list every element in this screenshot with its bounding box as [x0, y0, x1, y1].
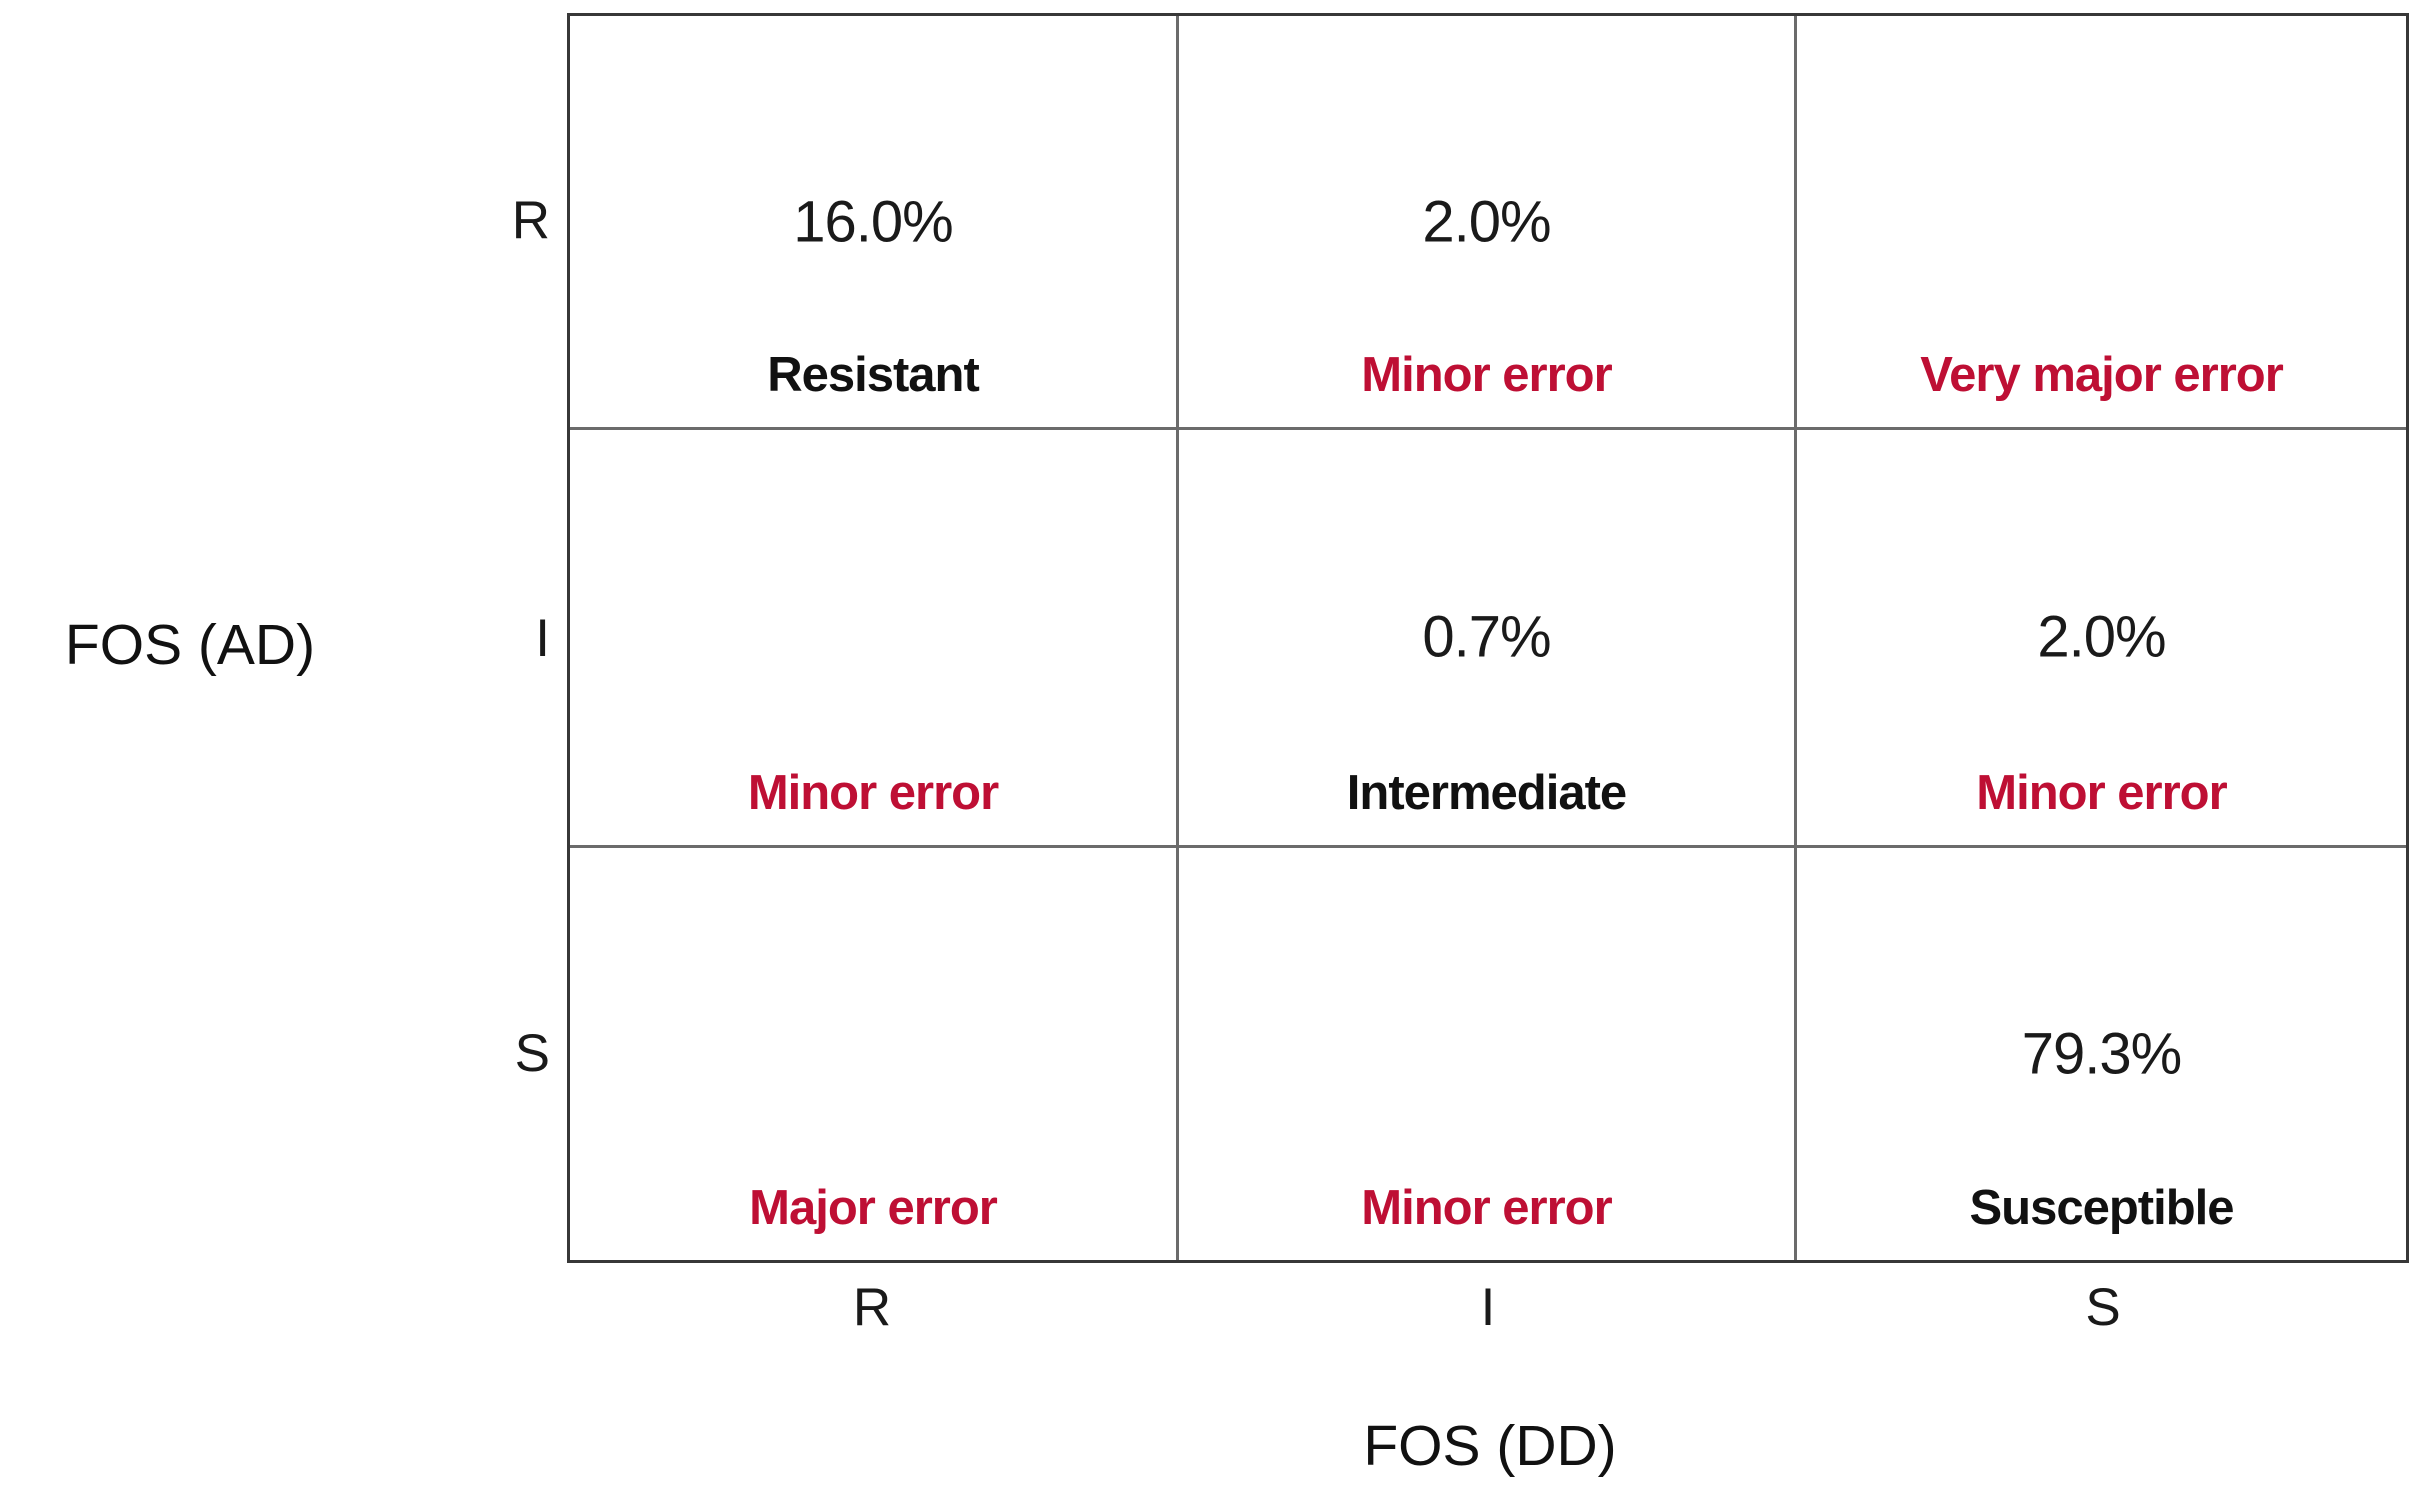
y-tick-R: R: [511, 191, 550, 250]
cell-label: Intermediate: [1346, 765, 1627, 820]
cell-value: 79.3%: [2021, 1021, 2182, 1087]
matrix-cell-ad-R-dd-S: Very major error: [1796, 16, 2406, 430]
x-axis-title: FOS (DD): [1363, 1414, 1617, 1478]
x-tick-S: S: [2085, 1278, 2121, 1337]
matrix-cell-ad-I-dd-R: Minor error: [570, 430, 1179, 848]
matrix-cell-ad-R-dd-I: 2.0% Minor error: [1179, 16, 1797, 430]
cell-label: Resistant: [767, 348, 980, 402]
cell-label: Minor error: [1361, 1180, 1612, 1235]
cell-value: 16.0%: [793, 189, 953, 254]
matrix-cell-ad-I-dd-S: 2.0% Minor error: [1796, 430, 2406, 848]
cell-value: 2.0%: [1422, 189, 1551, 254]
x-tick-R: R: [852, 1278, 892, 1337]
matrix-cell-ad-I-dd-I: 0.7% Intermediate: [1179, 430, 1797, 848]
cell-label: Minor error: [747, 765, 999, 820]
cell-label: Susceptible: [1969, 1180, 2234, 1235]
cell-label: Minor error: [1976, 765, 2227, 820]
matrix-cell-ad-S-dd-I: Minor error: [1179, 847, 1797, 1260]
matrix-cell-ad-R-dd-R: 16.0% Resistant: [570, 16, 1179, 430]
cell-label: Very major error: [1920, 348, 2284, 402]
matrix-cell-ad-S-dd-R: Major error: [570, 847, 1179, 1260]
y-tick-I: I: [535, 609, 550, 668]
y-tick-S: S: [514, 1024, 550, 1083]
cell-label: Major error: [749, 1180, 998, 1235]
cell-value: 2.0%: [2037, 604, 2166, 670]
matrix-cell-ad-S-dd-S: 79.3% Susceptible: [1797, 848, 2406, 1260]
matrix-grid: 16.0% Resistant 2.0% Minor error Very ma…: [567, 13, 2409, 1263]
cell-value: 0.7%: [1422, 604, 1551, 670]
y-axis-title: FOS (AD): [64, 613, 316, 677]
cell-label: Minor error: [1361, 348, 1612, 402]
x-tick-I: I: [1480, 1278, 1496, 1337]
